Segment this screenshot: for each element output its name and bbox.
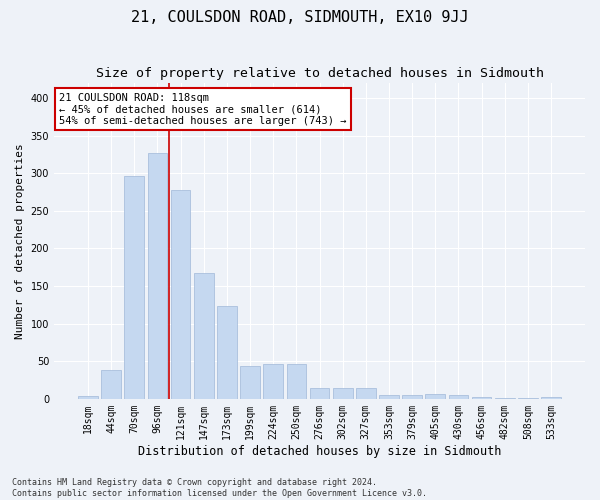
Bar xyxy=(425,394,445,399)
Bar xyxy=(472,396,491,399)
Bar xyxy=(217,306,237,399)
Bar xyxy=(78,396,98,399)
Text: 21, COULSDON ROAD, SIDMOUTH, EX10 9JJ: 21, COULSDON ROAD, SIDMOUTH, EX10 9JJ xyxy=(131,10,469,25)
Bar xyxy=(101,370,121,399)
Bar xyxy=(287,364,306,399)
Bar xyxy=(310,388,329,399)
Bar xyxy=(356,388,376,399)
Bar xyxy=(124,176,144,399)
Bar xyxy=(333,388,353,399)
X-axis label: Distribution of detached houses by size in Sidmouth: Distribution of detached houses by size … xyxy=(138,444,501,458)
Bar xyxy=(518,398,538,399)
Bar xyxy=(541,396,561,399)
Bar xyxy=(449,395,468,399)
Text: Contains HM Land Registry data © Crown copyright and database right 2024.
Contai: Contains HM Land Registry data © Crown c… xyxy=(12,478,427,498)
Bar xyxy=(148,153,167,399)
Bar xyxy=(240,366,260,399)
Bar xyxy=(171,190,190,399)
Bar xyxy=(402,395,422,399)
Y-axis label: Number of detached properties: Number of detached properties xyxy=(15,143,25,339)
Bar xyxy=(263,364,283,399)
Bar xyxy=(495,398,515,399)
Text: 21 COULSDON ROAD: 118sqm
← 45% of detached houses are smaller (614)
54% of semi-: 21 COULSDON ROAD: 118sqm ← 45% of detach… xyxy=(59,92,347,126)
Bar xyxy=(379,395,399,399)
Bar xyxy=(194,274,214,399)
Title: Size of property relative to detached houses in Sidmouth: Size of property relative to detached ho… xyxy=(95,68,544,80)
